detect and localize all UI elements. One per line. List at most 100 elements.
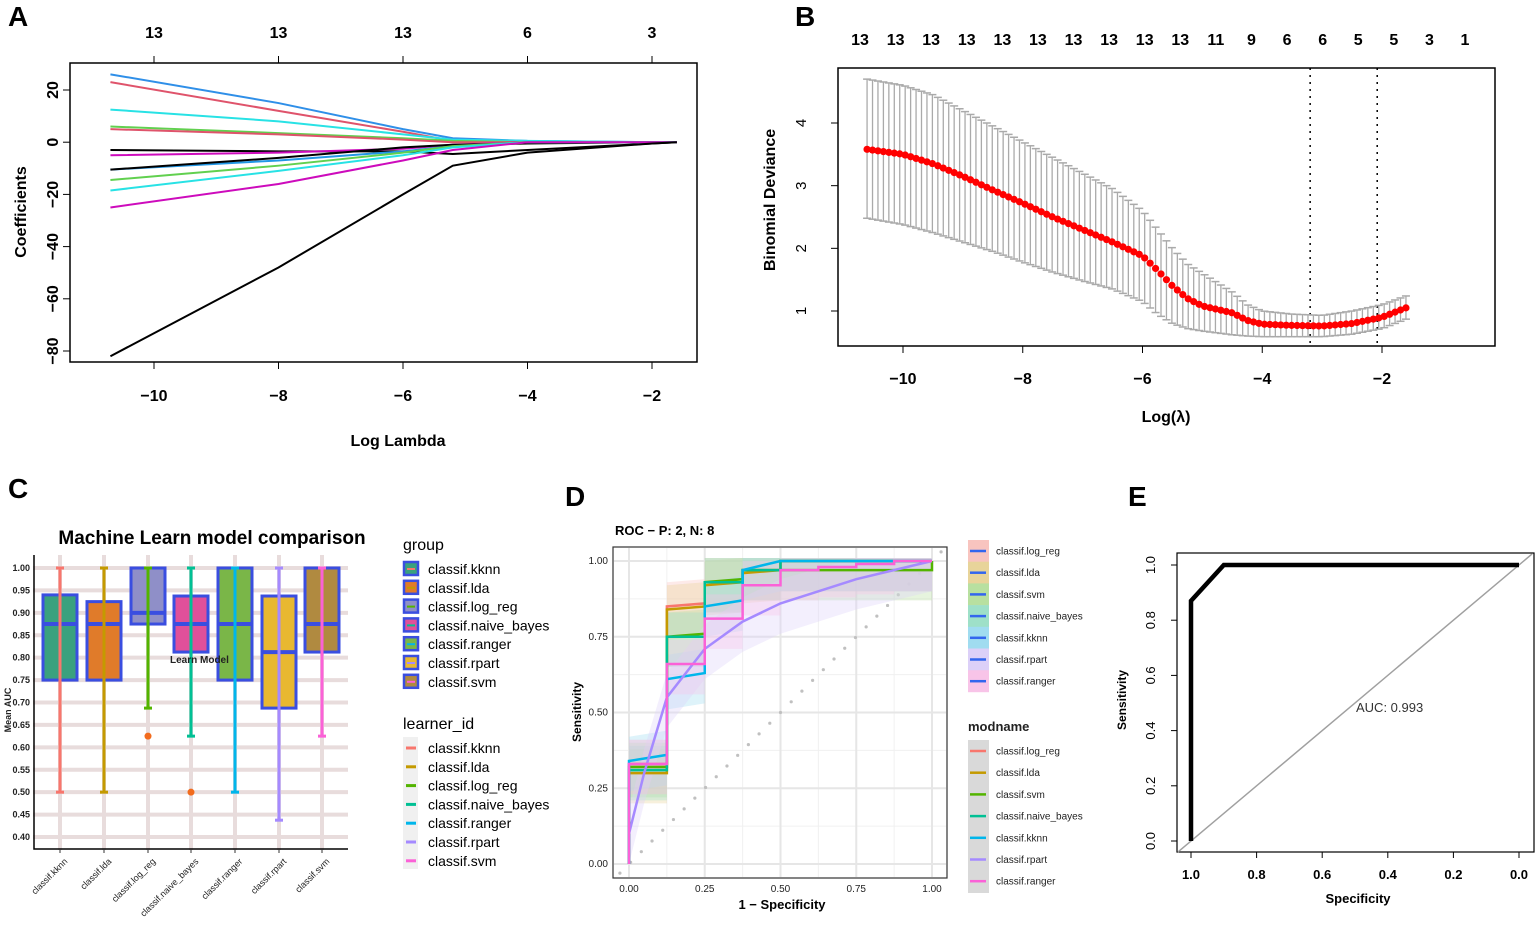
d-legend-fill-item: classif.log_reg	[996, 547, 1060, 558]
d-legend-modname-item: classif.kknn	[996, 833, 1048, 844]
d-legend-fill-item: classif.svm	[996, 590, 1045, 601]
e-y-tick-label: 0.2	[1143, 777, 1158, 795]
b-x-tick-label: −8	[1014, 371, 1032, 388]
d-chance-diagonal-point	[693, 796, 697, 800]
a-x-tick-label: −10	[140, 388, 167, 405]
b-mean-point	[901, 151, 909, 159]
a-y-tick-label: 0	[45, 138, 62, 147]
panel-a-coefficient-paths: Log Lambda Coefficients −10 −8 −6 −4 −2 13 13 1…	[13, 25, 698, 450]
d-chance-diagonal-point	[618, 871, 622, 875]
c-legend-learner-item: classif.kknn	[428, 740, 500, 756]
a-coefficient-path	[110, 141, 677, 209]
e-y-tick-label: 0.6	[1143, 666, 1158, 684]
b-mean-point	[1206, 304, 1214, 312]
d-legend-fill-item: classif.kknn	[996, 633, 1048, 644]
c-outlier	[144, 732, 152, 740]
b-top-count-label: 3	[1425, 32, 1434, 49]
b-mean-point	[966, 176, 975, 184]
a-y-tick-label: −20	[45, 181, 62, 208]
b-mean-point	[983, 183, 991, 191]
b-top-count-label: 13	[993, 32, 1011, 49]
c-y-tick-label: 0.80	[12, 653, 30, 663]
b-mean-point	[1113, 240, 1122, 248]
d-confidence-band	[629, 557, 932, 864]
a-x-tick-label: −4	[518, 388, 536, 405]
e-x-axis-label: Specificity	[1325, 891, 1391, 906]
b-mean-point	[1380, 312, 1388, 321]
b-mean-point	[1190, 298, 1198, 306]
d-legend-modname-title: modname	[968, 719, 1029, 734]
d-chance-diagonal-point	[821, 668, 825, 672]
b-mean-point	[1097, 233, 1105, 241]
a-top-tick-label: 3	[648, 25, 657, 42]
b-mean-point	[1195, 300, 1203, 308]
c-x-tick-label: classif.log_reg	[110, 856, 158, 904]
b-mean-point	[939, 164, 947, 172]
d-chance-diagonal-point	[907, 582, 911, 586]
d-legend-modname-item: classif.svm	[996, 790, 1045, 801]
b-mean-point	[977, 181, 985, 189]
panel-b-cv-deviance: Log(λ) Binomial Deviance −10 −8 −6 −4 −2 1 2 3 4…	[762, 32, 1496, 426]
b-mean-point	[1233, 311, 1241, 319]
d-chance-diagonal-point	[843, 646, 847, 650]
d-legend-modname-item: classif.log_reg	[996, 747, 1060, 758]
panel-label-e: E	[1128, 481, 1147, 512]
c-y-tick-label: 0.60	[12, 742, 30, 752]
d-chance-diagonal-point	[885, 603, 890, 608]
e-y-tick-label: 0.4	[1143, 722, 1158, 740]
c-x-tick-label: classif.ranger	[199, 856, 244, 901]
b-mean-point	[994, 188, 1002, 196]
b-mean-point	[1053, 215, 1062, 223]
b-mean-point	[885, 148, 893, 156]
d-legend-fill-item: classif.rpart	[996, 655, 1047, 666]
b-mean-point	[1353, 318, 1361, 327]
b-mean-point	[890, 149, 898, 157]
c-y-tick-label: 1.00	[12, 563, 30, 573]
b-mean-point	[1162, 276, 1171, 284]
c-y-tick-label: 0.95	[12, 585, 30, 595]
d-x-tick-label: 0.75	[847, 884, 867, 895]
b-x-axis-label: Log(λ)	[1142, 409, 1191, 426]
d-chance-diagonal-point	[939, 550, 943, 554]
b-top-count-label: 6	[1283, 32, 1292, 49]
b-top-count-label: 13	[851, 32, 869, 49]
c-y-tick-label: 0.75	[12, 675, 30, 685]
d-x-tick-label: 0.50	[771, 884, 791, 895]
b-top-count-label: 11	[1207, 32, 1224, 49]
b-mean-point	[1021, 200, 1029, 208]
c-y-tick-label: 0.65	[12, 720, 30, 730]
a-top-tick-label: 13	[145, 25, 163, 42]
b-mean-point	[988, 186, 996, 194]
d-legend-fill-item: classif.lda	[996, 568, 1040, 579]
d-chance-diagonal-point	[778, 710, 783, 715]
d-y-tick-label: 0.75	[589, 632, 609, 643]
c-x-tick-label: classif.kknn	[29, 856, 69, 896]
b-mean-point	[1217, 306, 1225, 314]
b-mean-point	[1026, 203, 1034, 211]
b-mean-point	[923, 158, 931, 166]
a-y-tick-label: −80	[45, 337, 62, 364]
b-mean-point	[999, 190, 1007, 199]
b-top-count-label: 13	[1065, 32, 1083, 49]
d-chance-diagonal-point	[639, 850, 643, 854]
d-legend-modname-item: classif.naive_bayes	[996, 812, 1083, 823]
b-y-tick-label: 1	[793, 307, 810, 315]
d-chance-diagonal-point	[789, 700, 793, 704]
d-chance-diagonal-point	[811, 678, 815, 682]
b-x-tick-label: −4	[1253, 371, 1271, 388]
c-legend-learner-item: classif.rpart	[428, 834, 500, 850]
b-mean-point	[1304, 322, 1312, 330]
b-mean-point	[1151, 264, 1160, 273]
c-legend-group-item: classif.rpart	[428, 655, 500, 671]
b-mean-point	[961, 173, 969, 181]
b-top-count-label: 6	[1318, 32, 1327, 49]
d-chance-diagonal-point	[864, 625, 868, 629]
b-mean-point	[1064, 220, 1073, 228]
b-mean-point	[1184, 295, 1192, 303]
c-y-tick-label: 0.40	[12, 832, 30, 842]
d-legend-fill-item: classif.ranger	[996, 677, 1056, 688]
b-mean-point	[1309, 322, 1318, 330]
d-chance-diagonal-point	[757, 732, 761, 736]
c-x-tick-label: classif.rpart	[249, 856, 289, 896]
